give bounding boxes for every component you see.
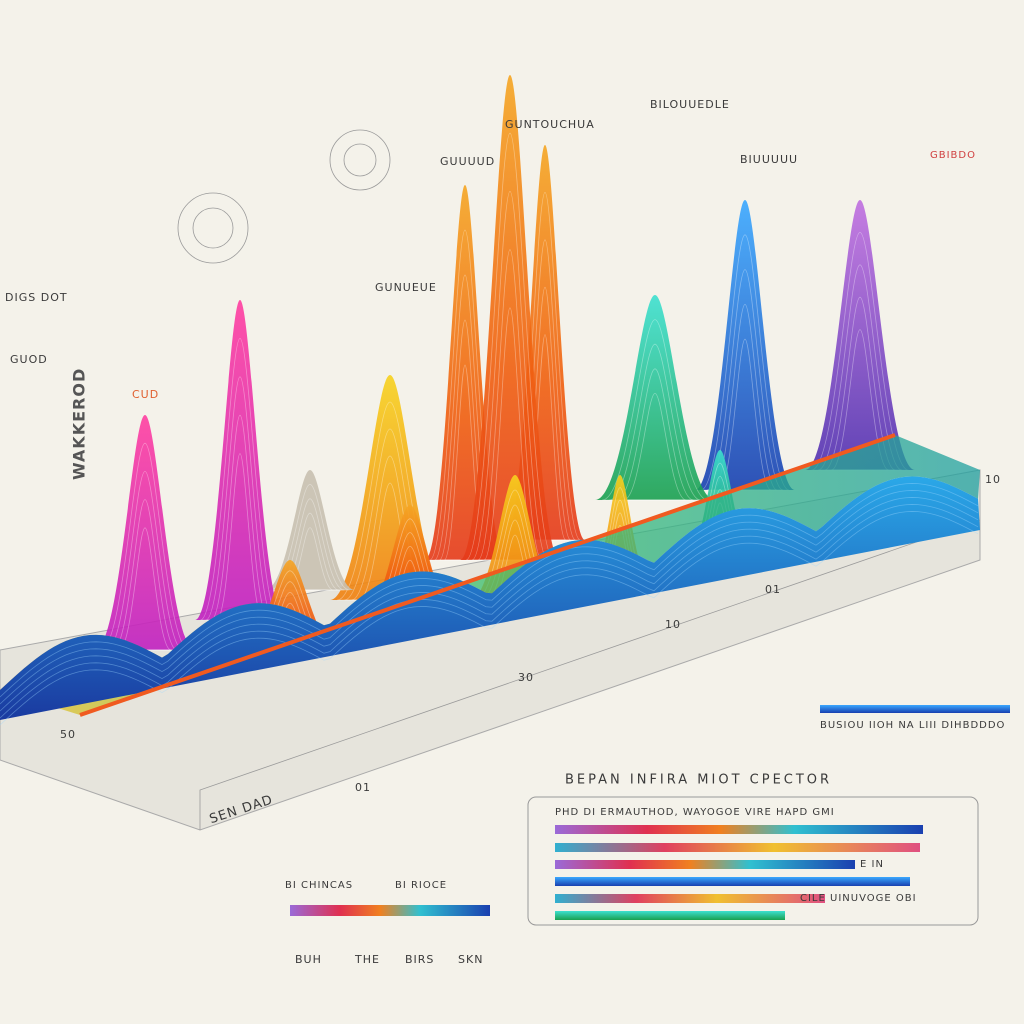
bottom-label: BI CHINCAS <box>285 880 353 891</box>
peak-contour <box>205 376 275 621</box>
peak-contour <box>609 343 701 501</box>
legend-side: E IN <box>860 859 884 870</box>
peak <box>805 200 915 470</box>
bottom-key: THE <box>354 953 380 966</box>
bottom-key: BUH <box>295 953 322 966</box>
peak-contour <box>616 368 694 501</box>
peak <box>195 300 285 620</box>
peak-contour <box>106 470 184 651</box>
legend-stripe <box>555 911 785 920</box>
left-label: WAKKEROD <box>70 368 89 480</box>
peak-contour <box>712 303 778 491</box>
peak-contour <box>118 527 172 651</box>
wave-contour <box>0 483 979 698</box>
axis-label: 10 <box>665 618 681 631</box>
top-label: BILOUUEDLE <box>650 98 730 111</box>
right-bar <box>820 705 1010 713</box>
bottom-label: BI RIOCE <box>395 880 447 891</box>
bottom-key: SKN <box>458 953 483 966</box>
peak-contour <box>811 231 909 471</box>
sketch-circle <box>177 192 249 264</box>
top-label: GUNTOUCHUA <box>505 118 595 131</box>
legend-stripe <box>555 860 855 869</box>
legend-stripe <box>555 825 923 834</box>
peak-contour <box>623 392 687 501</box>
peak-contour <box>465 132 555 561</box>
wave-contour <box>0 511 979 726</box>
axis-label: 01 <box>765 583 781 596</box>
peaks <box>95 75 915 651</box>
wave-contour <box>0 497 979 712</box>
header-title: BEPAN INFIRA MIOT CPECTOR <box>565 773 832 788</box>
legend-note: CILE UINUVOGE OBI <box>800 893 917 904</box>
axis-label: 10 <box>985 473 1001 486</box>
right-label: GBIBDO <box>930 150 976 161</box>
peak-contour <box>200 337 280 621</box>
platform-edge <box>199 519 981 830</box>
peak <box>95 415 195 650</box>
peak-contour <box>216 453 264 621</box>
peak <box>265 470 355 590</box>
top-label: GUUUUD <box>440 155 495 168</box>
sketch-circle <box>192 207 234 249</box>
peak-contour <box>602 319 708 501</box>
peak-contour <box>477 249 543 561</box>
top-label: BIUUUUU <box>740 153 798 166</box>
bottom-key: BIRS <box>405 953 434 966</box>
left-label: DIGS DOT <box>5 291 68 304</box>
legend-stripe <box>555 894 825 903</box>
right-label: BUSIOU IIOH NA LIII DIHBDDDO <box>820 720 1005 731</box>
legend-title: PHD DI ERMAUTHOD, WAYOGOE VIRE HAPD GMI <box>555 807 835 818</box>
sketch-circle <box>329 129 391 191</box>
axis-label: 30 <box>518 671 534 684</box>
legend-stripe <box>555 877 910 886</box>
axis-label: 50 <box>60 728 76 741</box>
legend-stripe <box>555 843 920 852</box>
wave-contour <box>0 490 979 705</box>
sketch-circle <box>343 143 377 177</box>
peak <box>595 295 715 500</box>
peak-contour <box>112 499 178 651</box>
axis-label: 01 <box>355 781 371 794</box>
peak-contour <box>210 414 270 621</box>
peak-contour <box>718 338 772 491</box>
peak-contour <box>706 269 784 491</box>
left-label: CUD <box>132 388 159 401</box>
left-label: GUOD <box>10 353 48 366</box>
color-bar <box>290 905 490 916</box>
orange-line <box>79 433 896 717</box>
peak-contour <box>100 442 190 651</box>
peak <box>460 75 560 560</box>
top-label: GUNUEUE <box>375 281 437 294</box>
peak-contour <box>818 264 902 471</box>
peak-contour <box>700 234 790 491</box>
peak <box>695 200 795 490</box>
peak-contour <box>471 190 549 561</box>
legend-box <box>527 796 979 926</box>
